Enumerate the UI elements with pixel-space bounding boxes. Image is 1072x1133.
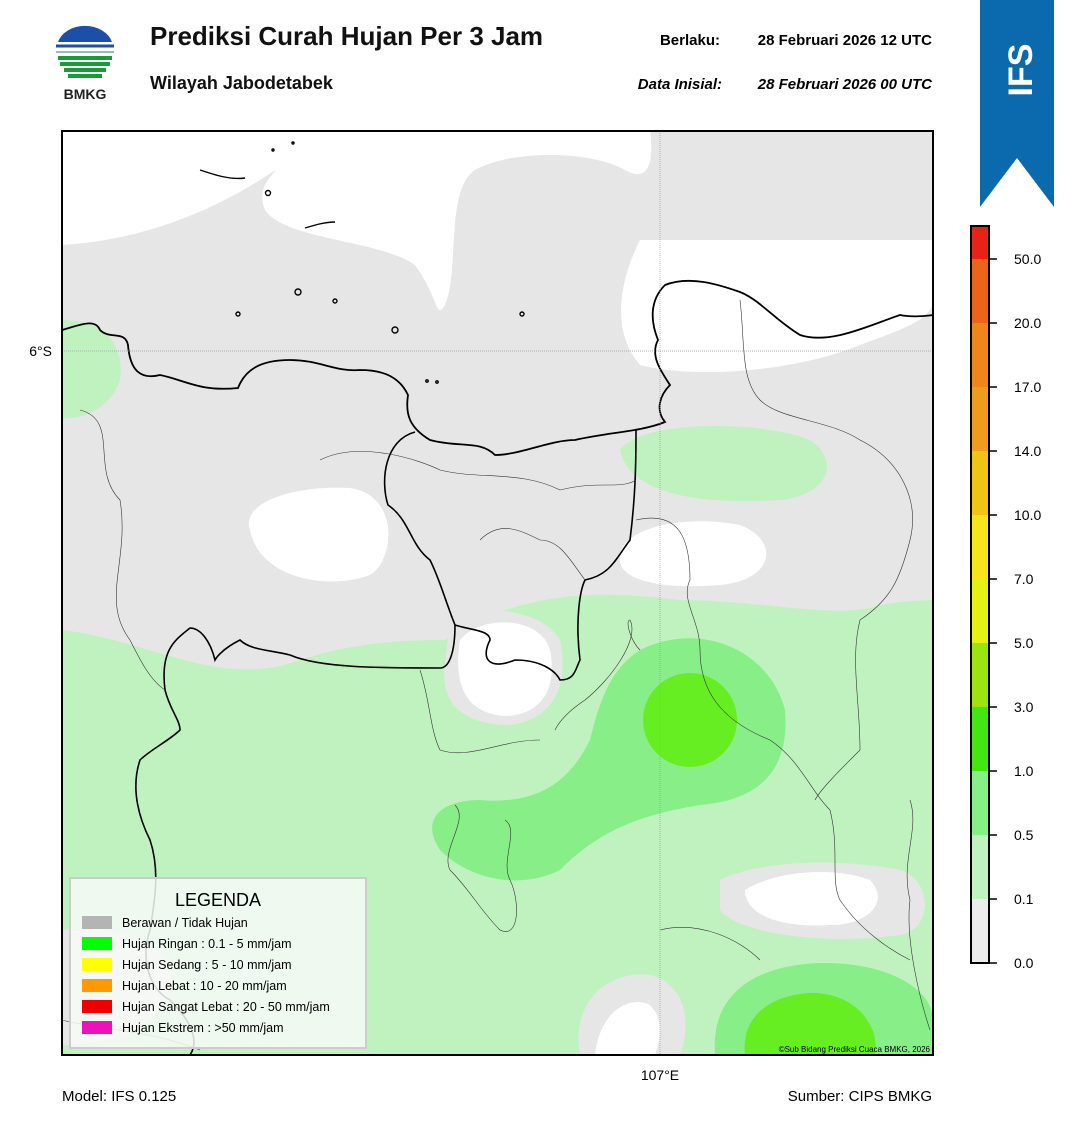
legend-label: Berawan / Tidak Hujan bbox=[122, 916, 248, 930]
badge-text: IFS bbox=[1002, 44, 1040, 97]
colorbar-segment bbox=[971, 515, 989, 579]
colorbar: 0.0 0.1 0.5 1.0 3.0 5.0 7.0 10.0 14.0 17.0 20.0 50.… bbox=[970, 225, 1041, 971]
footer-model: Model: IFS 0.125 bbox=[62, 1088, 176, 1105]
colorbar-tick-label: 20.0 bbox=[1014, 315, 1041, 331]
lat-label: 6°S bbox=[29, 343, 52, 359]
legend-label: Hujan Ringan : 0.1 - 5 mm/jam bbox=[122, 937, 292, 951]
colorbar-segment bbox=[971, 643, 989, 707]
colorbar-tick-label: 10.0 bbox=[1014, 507, 1041, 523]
legend: LEGENDA Berawan / Tidak Hujan Hujan Ringa… bbox=[69, 877, 367, 1049]
colorbar-segment bbox=[971, 323, 989, 387]
colorbar-segment bbox=[971, 899, 989, 963]
lon-label: 107°E bbox=[641, 1067, 679, 1083]
init-label: Data Inisial: bbox=[638, 76, 722, 93]
colorbar-segment bbox=[971, 707, 989, 771]
title: Prediksi Curah Hujan Per 3 Jam bbox=[150, 21, 543, 51]
colorbar-segment bbox=[971, 835, 989, 899]
legend-title: LEGENDA bbox=[175, 890, 261, 910]
legend-label: Hujan Lebat : 10 - 20 mm/jam bbox=[122, 979, 287, 993]
valid-label: Berlaku: bbox=[660, 32, 720, 49]
colorbar-frame bbox=[970, 225, 990, 964]
badge bbox=[980, 0, 1054, 207]
colorbar-segment bbox=[971, 387, 989, 451]
colorbar-segment bbox=[971, 259, 989, 323]
colorbar-tick-label: 0.1 bbox=[1014, 891, 1034, 907]
legend-label: Hujan Sangat Lebat : 20 - 50 mm/jam bbox=[122, 1000, 330, 1014]
credit: ©Sub Bidang Prediksi Cuaca BMKG, 2026 bbox=[779, 1045, 931, 1054]
logo bbox=[56, 25, 114, 78]
colorbar-segment bbox=[971, 579, 989, 643]
colorbar-tick-label: 50.0 bbox=[1014, 251, 1041, 267]
colorbar-tick-label: 17.0 bbox=[1014, 379, 1041, 395]
colorbar-tick-label: 3.0 bbox=[1014, 699, 1034, 715]
legend-swatch bbox=[82, 937, 112, 950]
colorbar-segment bbox=[971, 771, 989, 835]
colorbar-tick-label: 14.0 bbox=[1014, 443, 1041, 459]
footer-source: Sumber: CIPS BMKG bbox=[788, 1088, 932, 1105]
legend-swatch bbox=[82, 1021, 112, 1034]
legend-swatch bbox=[82, 979, 112, 992]
map-frame bbox=[61, 130, 934, 1056]
legend-label: Hujan Ekstrem : >50 mm/jam bbox=[122, 1021, 284, 1035]
init-time: 28 Februari 2026 00 UTC bbox=[757, 76, 933, 93]
legend-label: Hujan Sedang : 5 - 10 mm/jam bbox=[122, 958, 292, 972]
legend-swatch bbox=[82, 1000, 112, 1013]
colorbar-tick-label: 1.0 bbox=[1014, 763, 1034, 779]
legend-swatch bbox=[82, 958, 112, 971]
colorbar-segment bbox=[971, 451, 989, 515]
colorbar-tick-label: 0.5 bbox=[1014, 827, 1034, 843]
colorbar-tick-label: 5.0 bbox=[1014, 635, 1034, 651]
logo-text: BMKG bbox=[64, 86, 107, 102]
colorbar-tick-label: 7.0 bbox=[1014, 571, 1034, 587]
subtitle: Wilayah Jabodetabek bbox=[150, 73, 334, 93]
colorbar-segment bbox=[971, 226, 989, 259]
colorbar-tick-label: 0.0 bbox=[1014, 955, 1034, 971]
legend-swatch bbox=[82, 916, 112, 929]
valid-time: 28 Februari 2026 12 UTC bbox=[758, 32, 932, 49]
